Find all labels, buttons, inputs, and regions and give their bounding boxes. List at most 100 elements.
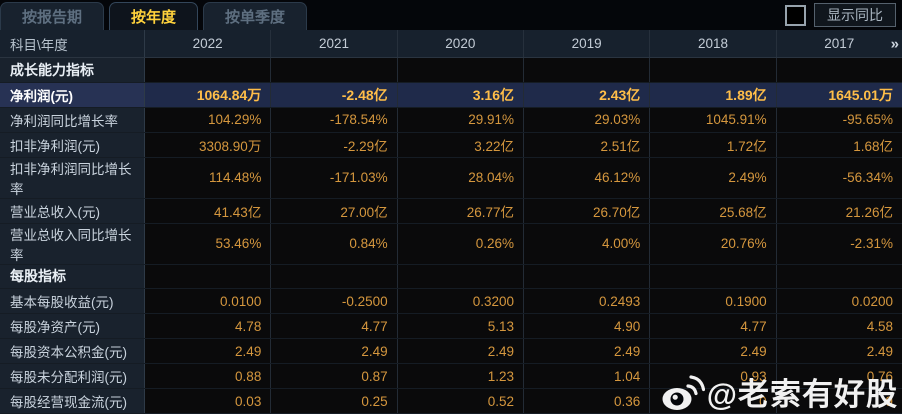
cell-value: 28.04% [397, 157, 524, 198]
cell-value: 9 [776, 389, 902, 413]
cell-value: -0.2500 [271, 289, 398, 314]
cell-value: 0.93 [650, 364, 777, 389]
cell-value: -2.29亿 [271, 132, 398, 157]
row-label: 每股经营现金流(元) [0, 389, 145, 413]
cell-value [271, 264, 398, 289]
cell-value: -2.31% [776, 223, 902, 264]
cell-value: 25.68亿 [650, 198, 777, 223]
table-row: 营业总收入(元) 41.43亿 27.00亿 26.77亿 26.70亿 25.68亿 21… [0, 198, 902, 224]
row-label: 净利润同比增长率 [0, 107, 145, 132]
cell-value: 1.72亿 [650, 132, 777, 157]
cell-value [145, 58, 272, 82]
cell-value: 29.91% [397, 107, 524, 132]
cell-value: 1.68亿 [776, 132, 902, 157]
cell-value [523, 264, 651, 289]
cell-value [271, 58, 398, 82]
cell-value: 5.13 [397, 314, 524, 339]
cell-value: 2.49 [650, 339, 777, 364]
weibo-icon [662, 374, 705, 410]
cell-value: 26.77亿 [397, 198, 524, 223]
year-header-2020[interactable]: 2020 [398, 30, 524, 57]
cell-value: 0.0100 [145, 289, 272, 314]
row-label: 每股资本公积金(元) [0, 339, 145, 364]
table-header-row: 科目\年度 2022 2021 2020 2019 2018 2017 » [0, 30, 902, 58]
tab-by-year[interactable]: 按年度 [109, 2, 199, 30]
cell-value: 4.58 [776, 314, 902, 339]
cell-value [397, 264, 524, 289]
year-header-2017[interactable]: 2017 » [777, 30, 902, 57]
cell-value: 4.78 [145, 314, 272, 339]
cell-value: -56.34% [776, 157, 902, 198]
year-header-label: 2017 [824, 36, 855, 51]
cell-value: 3308.90万 [145, 132, 272, 157]
cell-value: 20.76% [650, 223, 777, 264]
cell-value: 0.52 [397, 389, 524, 413]
cell-value: 46.12% [523, 157, 651, 198]
cell-value: 114.48% [145, 157, 272, 198]
show-yoy-checkbox[interactable] [785, 5, 806, 26]
cell-value: 4.77 [271, 314, 398, 339]
cell-value: 1645.01万 [776, 82, 902, 107]
cell-value: 1.04 [523, 364, 651, 389]
year-header-2018[interactable]: 2018 [650, 30, 777, 57]
cell-value: 1045.91% [650, 107, 777, 132]
cell-value: 3.16亿 [397, 82, 524, 107]
cell-value: 0.84% [271, 223, 398, 264]
cell-value: 4.90 [523, 314, 651, 339]
table-row: 扣非净利润同比增长率 114.48% -171.03% 28.04% 46.12% 2.4… [0, 157, 902, 199]
row-label: 净利润(元) [0, 82, 145, 107]
cell-value: 0.03 [145, 389, 272, 413]
cell-value: 1.89亿 [650, 82, 777, 107]
row-label: 每股净资产(元) [0, 314, 145, 339]
cell-value: 0.2493 [523, 289, 651, 314]
cell-value: -95.65% [776, 107, 902, 132]
cell-value: 0.87 [271, 364, 398, 389]
cell-value: 1.23 [397, 364, 524, 389]
cell-value: 26.70亿 [523, 198, 651, 223]
row-label: 扣非净利润同比增长率 [0, 157, 145, 198]
more-years-icon[interactable]: » [890, 35, 899, 52]
row-label: 每股未分配利润(元) [0, 364, 145, 389]
row-label: 营业总收入(元) [0, 198, 145, 223]
cell-value: 1064.84万 [145, 82, 272, 107]
year-header-2019[interactable]: 2019 [524, 30, 651, 57]
cell-value: 2.49 [145, 339, 272, 364]
table-row: 基本每股收益(元) 0.0100 -0.2500 0.3200 0.2493 0.1900… [0, 289, 902, 315]
cell-value: 4.77 [650, 314, 777, 339]
year-header-2021[interactable]: 2021 [271, 30, 398, 57]
cell-value: 53.46% [145, 223, 272, 264]
table-row: 每股未分配利润(元) 0.88 0.87 1.23 1.04 0.93 0.76 [0, 364, 902, 390]
table-row: 净利润同比增长率 104.29% -178.54% 29.91% 29.03% 1045.… [0, 107, 902, 133]
tab-by-report-period[interactable]: 按报告期 [0, 2, 105, 30]
cell-value: -171.03% [271, 157, 398, 198]
show-yoy-label[interactable]: 显示同比 [814, 3, 896, 27]
cell-value: 2.49% [650, 157, 777, 198]
cell-value: 2.49 [523, 339, 651, 364]
cell-value: 2.51亿 [523, 132, 651, 157]
watermark-handle: @老索有好股 [706, 377, 898, 412]
cell-value: 0.26% [397, 223, 524, 264]
table-body: 成长能力指标 净利润(元) 1064.84万 -2.48亿 3.16亿 2.43亿 1.89… [0, 58, 902, 414]
cell-value: 2.49 [397, 339, 524, 364]
cell-value: 3.22亿 [397, 132, 524, 157]
indicator-table: 科目\年度 2022 2021 2020 2019 2018 2017 » 成长… [0, 30, 902, 414]
cell-value [650, 264, 777, 289]
cell-value [776, 58, 902, 82]
cell-value [397, 58, 524, 82]
row-label: 基本每股收益(元) [0, 289, 145, 314]
tab-by-single-quarter[interactable]: 按单季度 [203, 2, 308, 30]
cell-value: 29.03% [523, 107, 651, 132]
cell-value: 2.49 [271, 339, 398, 364]
cell-value: 4.00% [523, 223, 651, 264]
cell-value: 0.1900 [650, 289, 777, 314]
cell-value: -2.48亿 [271, 82, 398, 107]
cell-value: 21.26亿 [776, 198, 902, 223]
year-header-2022[interactable]: 2022 [145, 30, 272, 57]
row-label: 成长能力指标 [0, 58, 145, 82]
corner-header: 科目\年度 [0, 30, 145, 57]
watermark: @老索有好股 [661, 369, 898, 414]
section-row: 每股指标 [0, 264, 902, 290]
table-row: 每股资本公积金(元) 2.49 2.49 2.49 2.49 2.49 2.49 [0, 339, 902, 365]
cell-value: 2.43亿 [523, 82, 651, 107]
